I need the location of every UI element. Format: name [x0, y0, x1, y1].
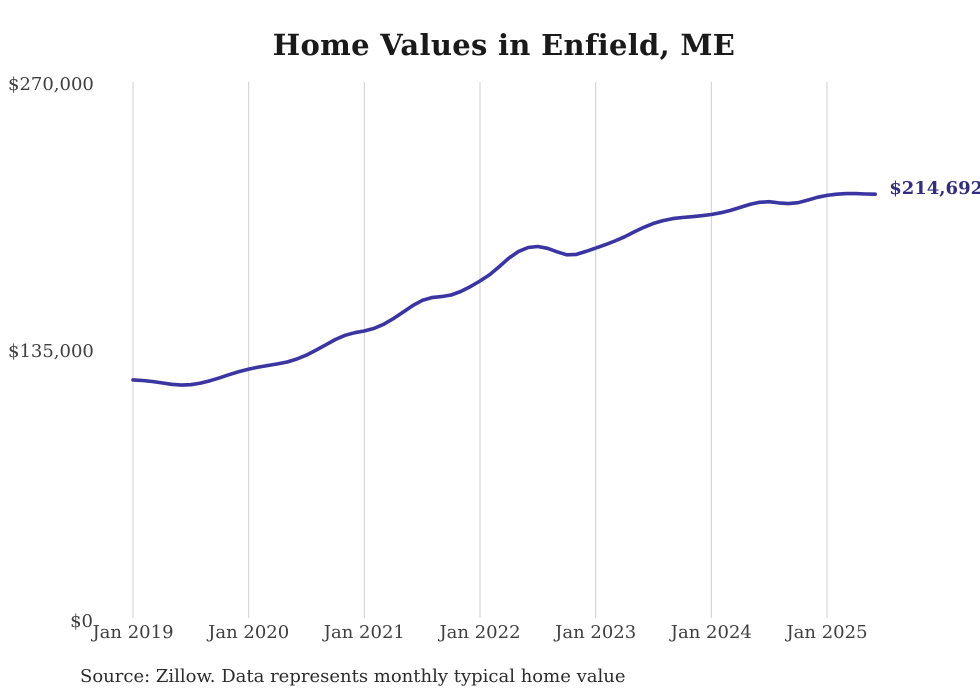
value-line: [131, 191, 878, 387]
x-tick-label: Jan 2019: [92, 622, 174, 643]
y-tick-label: $0: [70, 611, 93, 632]
x-tick-label: Jan 2025: [786, 622, 868, 643]
y-tick-label: $135,000: [8, 340, 94, 362]
x-tick-label: Jan 2020: [208, 622, 290, 643]
x-tick-label: Jan 2024: [670, 622, 752, 643]
current-value-label: $214,692: [889, 178, 980, 200]
x-tick-label: Jan 2022: [439, 622, 521, 643]
x-tick-label: Jan 2021: [323, 622, 405, 643]
y-tick-label: $270,000: [8, 74, 94, 95]
x-tick-label: Jan 2023: [555, 622, 637, 643]
source-note: Source: Zillow. Data represents monthly …: [80, 666, 626, 687]
chart-title: Home Values in Enfield, ME: [272, 28, 736, 62]
